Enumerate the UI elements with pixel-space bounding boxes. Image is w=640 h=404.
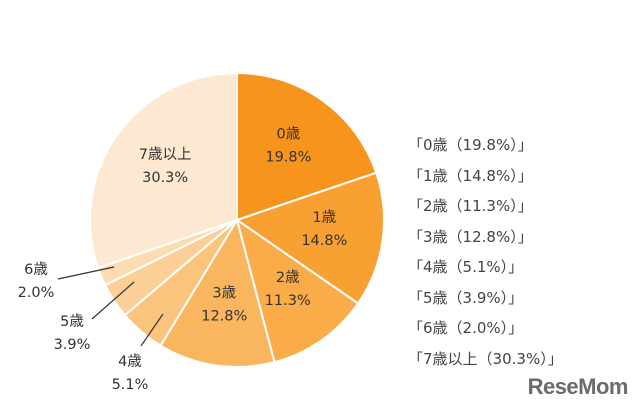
slice-category-label: 2歳 [276,269,300,286]
slice-category-label: 4歳 [118,353,142,370]
legend-item: 「2歳（11.3%）」 [408,197,533,215]
slice-value-label: 12.8% [201,308,247,324]
legend-item: 「0歳（19.8%）」 [408,136,533,154]
slice-value-label: 5.1% [112,377,149,393]
pie-slice-3 [159,217,276,368]
leader-line [91,281,135,320]
slice-value-label: 11.3% [265,293,311,309]
slice-value-label: 30.3% [142,170,188,186]
legend-item: 「1歳（14.8%）」 [408,166,533,185]
pie-slice-1 [234,171,385,305]
pie-slice-0 [236,71,378,222]
legend-item: 「5歳（3.9%）」 [408,288,524,307]
slice-category-label: 3歳 [212,284,236,301]
leader-line [57,266,115,280]
legend-item: 「3歳（12.8%）」 [408,227,533,246]
slice-value-label: 3.9% [54,337,91,353]
slice-category-label: 1歳 [312,209,336,226]
legend: 「0歳（19.8%）」 「1歳（14.8%）」 「2歳（11.3%）」 「3歳（… [408,130,563,374]
leader-line [140,313,164,347]
legend-item: 「4歳（5.1%）」 [408,258,524,276]
slice-category-label: 0歳 [277,125,301,142]
pie-slice-2 [235,217,360,364]
slice-value-label: 19.8% [265,149,311,165]
resemom-logo: ReseMom [527,374,629,399]
slice-category-label: 5歳 [60,313,84,330]
slice-category-label: 7歳以上 [139,146,192,163]
legend-item: 「6歳（2.0%）」 [408,319,524,337]
legend-item: 「7歳以上（30.3%）」 [408,349,563,368]
slice-value-label: 14.8% [301,233,347,249]
slice-category-label: 6歳 [24,261,48,278]
slice-value-label: 2.0% [18,285,55,301]
pie-slice-7 [89,71,238,270]
